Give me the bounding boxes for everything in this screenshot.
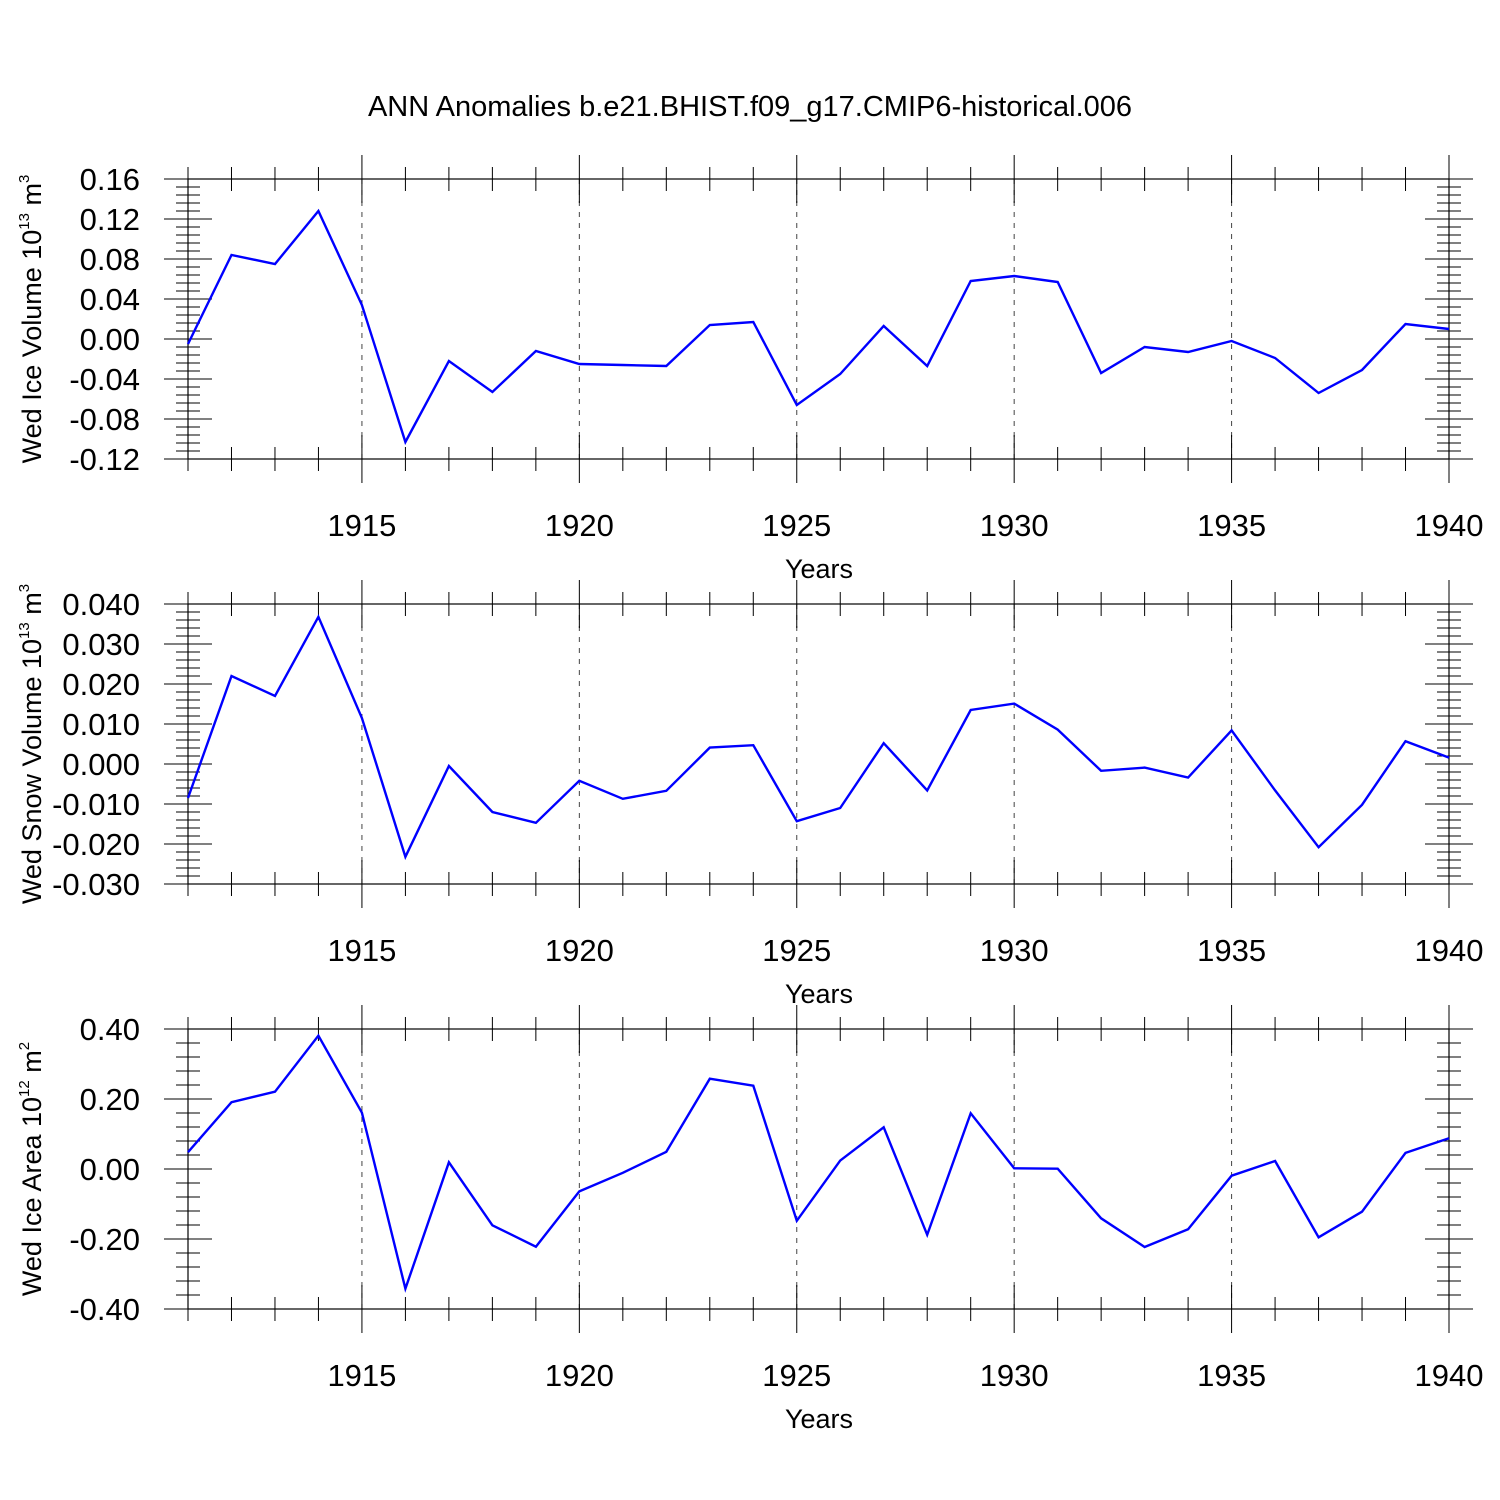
y-tick-label: 0.000 <box>62 747 140 782</box>
y-tick-label: 0.020 <box>62 667 140 702</box>
x-tick-label: 1920 <box>545 933 614 968</box>
series-line <box>187 1033 1450 1293</box>
y-axis-label: Wed Snow Volume 1013 m3 <box>16 584 47 904</box>
y-tick-label: -0.08 <box>69 402 140 437</box>
x-tick-label: 1940 <box>1415 933 1484 968</box>
plot-frame <box>187 178 1450 460</box>
x-axis-label: Years <box>785 979 853 1009</box>
x-tick-label: 1925 <box>762 1358 831 1393</box>
x-tick-label: 1925 <box>762 933 831 968</box>
series-line <box>186 208 1450 446</box>
x-tick-label: 1930 <box>980 508 1049 543</box>
panel-1: 0.16 0.12 0.08 0.04 0.00 -0.04 -0.08 -0.12 1915 1… <box>16 155 1483 584</box>
x-tick-label: 1940 <box>1415 1358 1484 1393</box>
x-tick-label: 1915 <box>327 508 396 543</box>
x-axis-label: Years <box>785 554 853 584</box>
series-line <box>186 614 1450 861</box>
x-tick-label: 1920 <box>545 508 614 543</box>
x-tick-label: 1940 <box>1415 508 1484 543</box>
y-tick-label: 0.12 <box>80 202 140 237</box>
x-tick-label: 1915 <box>327 1358 396 1393</box>
y-tick-label: 0.16 <box>80 162 140 197</box>
x-tick-label: 1935 <box>1197 933 1266 968</box>
x-tick-label: 1930 <box>980 933 1049 968</box>
y-tick-label: 0.030 <box>62 627 140 662</box>
figure-title: ANN Anomalies b.e21.BHIST.f09_g17.CMIP6-… <box>368 91 1132 123</box>
y-tick-label: 0.08 <box>80 242 140 277</box>
y-axis-label: Wed Ice Volume 1013 m3 <box>16 175 47 464</box>
y-tick-label: 0.010 <box>62 707 140 742</box>
x-tick-label: 1925 <box>762 508 831 543</box>
plot-frame <box>187 603 1450 885</box>
x-tick-label: 1930 <box>980 1358 1049 1393</box>
panel-3: 0.40 0.20 0.00 -0.20 -0.40 1915 1920 1925 1930 19… <box>16 1005 1483 1434</box>
x-axis-label: Years <box>785 1404 853 1434</box>
y-tick-label: 0.00 <box>80 322 140 357</box>
y-tick-label: -0.020 <box>52 827 140 862</box>
x-tick-label: 1920 <box>545 1358 614 1393</box>
y-tick-label: -0.40 <box>69 1292 140 1327</box>
x-tick-label: 1915 <box>327 933 396 968</box>
y-tick-label: -0.20 <box>69 1222 140 1257</box>
y-tick-label: 0.00 <box>80 1152 140 1187</box>
panel-2: 0.040 0.030 0.020 0.010 0.000 -0.010 -0.020 -0.… <box>16 580 1483 1009</box>
y-tick-label: -0.030 <box>52 867 140 902</box>
y-tick-label: 0.40 <box>80 1012 140 1047</box>
panels: 0.16 0.12 0.08 0.04 0.00 -0.04 -0.08 -0.12 1915 1… <box>16 155 1483 1434</box>
x-tick-label: 1935 <box>1197 1358 1266 1393</box>
plot-frame <box>187 1028 1450 1310</box>
y-tick-label: 0.04 <box>80 282 140 317</box>
x-tick-label: 1935 <box>1197 508 1266 543</box>
y-tick-label: -0.010 <box>52 787 140 822</box>
y-axis-label: Wed Ice Area 1012 m2 <box>16 1042 47 1296</box>
y-tick-label: -0.04 <box>69 362 140 397</box>
y-tick-label: -0.12 <box>69 442 140 477</box>
y-tick-label: 0.040 <box>62 587 140 622</box>
y-tick-label: 0.20 <box>80 1082 140 1117</box>
